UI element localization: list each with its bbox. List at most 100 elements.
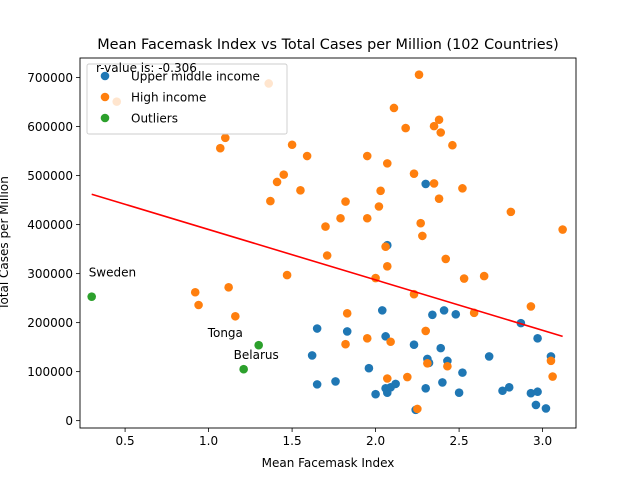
data-point: [322, 251, 332, 260]
y-tick-label: 600000: [27, 120, 73, 134]
legend-marker: [100, 92, 110, 102]
x-tick-label: 1.0: [199, 434, 218, 448]
y-tick-label: 700000: [27, 71, 73, 85]
data-point: [336, 213, 345, 223]
data-point: [307, 351, 317, 360]
outlier-label: Belarus: [234, 348, 279, 362]
data-point: [409, 340, 419, 349]
x-tick-label: 2.0: [366, 434, 385, 448]
data-point: [190, 287, 200, 297]
data-point: [418, 231, 427, 241]
data-point: [382, 261, 392, 271]
x-tick-label: 3.0: [533, 434, 552, 448]
data-point: [458, 184, 467, 193]
data-point: [548, 372, 557, 381]
data-point: [266, 196, 275, 206]
data-point: [254, 340, 263, 350]
data-point: [443, 361, 452, 371]
data-point: [381, 242, 390, 251]
data-point: [282, 270, 292, 280]
data-point: [533, 334, 542, 343]
data-point: [451, 310, 461, 319]
data-point: [376, 186, 385, 196]
data-point: [342, 309, 352, 318]
legend-marker: [100, 113, 110, 123]
data-point: [341, 197, 350, 206]
data-point: [454, 388, 464, 398]
data-point: [331, 377, 340, 386]
data-point: [531, 400, 541, 410]
data-point: [386, 337, 395, 347]
data-point: [541, 404, 551, 413]
data-point: [296, 186, 305, 195]
data-point: [401, 123, 410, 133]
data-point: [441, 254, 451, 264]
data-point: [231, 311, 240, 321]
data-point: [423, 359, 432, 368]
legend: Upper middle income High income Outliers: [86, 63, 288, 135]
data-point: [220, 133, 230, 143]
data-point: [546, 356, 556, 366]
legend-frame: [86, 63, 288, 135]
legend-label: Outliers: [131, 112, 178, 126]
data-point: [558, 225, 567, 234]
data-point: [436, 343, 446, 353]
x-axis: 0.5 1.0 1.5 2.0 2.5 3.0: [116, 428, 552, 448]
data-point: [302, 151, 312, 161]
y-axis-label: Total Cases per Million: [0, 176, 11, 311]
data-point: [377, 306, 387, 315]
data-point: [458, 368, 467, 377]
data-point: [381, 332, 390, 341]
data-point: [421, 384, 430, 393]
data-point: [389, 103, 399, 113]
data-point: [428, 310, 437, 320]
data-point: [526, 388, 536, 398]
data-point: [239, 364, 248, 374]
data-point: [312, 380, 322, 389]
data-point: [272, 177, 282, 187]
data-point: [434, 194, 444, 203]
data-point: [421, 179, 430, 189]
data-point: [434, 115, 444, 125]
axes-frame: [79, 57, 577, 429]
data-point: [362, 213, 372, 223]
y-axis: 0 100000 200000 300000 400000 500000 600000 700…: [27, 71, 80, 428]
data-point: [391, 379, 400, 389]
y-tick-label: 500000: [27, 169, 73, 183]
data-point: [438, 378, 447, 387]
legend-label: Upper middle income: [131, 70, 260, 84]
data-point: [403, 372, 412, 382]
r-value-annotation: r-value is: -0.306: [96, 61, 197, 75]
data-point: [382, 159, 392, 168]
x-axis-label: Mean Facemask Index: [262, 456, 395, 470]
data-point: [421, 326, 430, 336]
y-tick-label: 300000: [27, 267, 73, 281]
y-tick-label: 0: [65, 414, 73, 428]
data-point: [342, 327, 352, 336]
data-point: [194, 300, 203, 310]
outlier-label: Tonga: [207, 326, 243, 340]
data-point: [364, 363, 374, 373]
data-point: [362, 334, 372, 343]
data-point: [484, 352, 494, 361]
data-point: [312, 324, 322, 333]
data-point: [506, 207, 516, 217]
outlier-label: Sweden: [89, 266, 136, 280]
data-point: [414, 70, 424, 79]
y-tick-label: 200000: [27, 316, 73, 330]
data-point: [287, 140, 297, 150]
data-point: [436, 128, 446, 137]
data-point: [215, 143, 225, 153]
data-point: [479, 271, 489, 281]
y-tick-label: 400000: [27, 218, 73, 232]
regression-line: [91, 193, 563, 338]
x-tick-label: 0.5: [116, 434, 135, 448]
data-point: [459, 274, 469, 283]
data-point: [87, 292, 96, 301]
data-point: [413, 404, 422, 414]
data-point: [321, 222, 330, 231]
data-point: [409, 169, 419, 178]
data-point: [526, 302, 536, 311]
x-tick-label: 1.5: [283, 434, 302, 448]
x-tick-label: 2.5: [450, 434, 469, 448]
